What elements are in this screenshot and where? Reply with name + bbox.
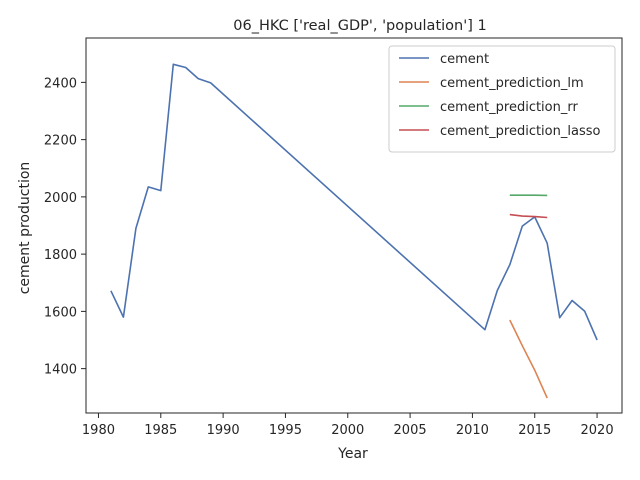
y-tick-label-2200: 2200 — [44, 134, 77, 149]
x-tick-label-2015: 2015 — [518, 423, 551, 438]
legend-entry-cement-prediction-lasso: cement_prediction_lasso — [440, 124, 600, 139]
y-tick-label-1800: 1800 — [44, 248, 77, 263]
y-tick-label-1600: 1600 — [44, 305, 77, 320]
x-tick-label-2005: 2005 — [394, 423, 427, 438]
legend: cement cement_prediction_lm cement_predict… — [388, 45, 616, 153]
y-tick-label-2000: 2000 — [44, 191, 77, 206]
series-line-cement-prediction-lasso — [509, 213, 548, 219]
series-line-cement — [110, 63, 598, 341]
series-line-cement-prediction-lm — [509, 319, 548, 399]
y-tick-label-1400: 1400 — [44, 363, 77, 378]
legend-box — [388, 45, 616, 153]
x-tick-label-1995: 1995 — [269, 423, 302, 438]
x-tick-label-1980: 1980 — [82, 423, 115, 438]
legend-entry-cement-prediction-rr: cement_prediction_rr — [440, 100, 578, 115]
x-tick-label-2000: 2000 — [331, 423, 364, 438]
plot-area: 1980 1985 1990 1995 2000 2005 2010 2015 2020 1400… — [44, 37, 623, 438]
x-tick-label-1985: 1985 — [144, 423, 177, 438]
chart-title: 06_HKC ['real_GDP', 'population'] 1 — [233, 18, 486, 34]
x-tick-label-2020: 2020 — [581, 423, 614, 438]
y-tick-label-2400: 2400 — [44, 76, 77, 91]
y-axis-label: cement production — [17, 162, 33, 295]
legend-entry-cement: cement — [440, 52, 489, 67]
plot-frame — [85, 37, 623, 414]
legend-entry-cement-prediction-lm: cement_prediction_lm — [440, 76, 584, 91]
x-tick-label-2010: 2010 — [456, 423, 489, 438]
x-tick-label-1990: 1990 — [207, 423, 240, 438]
x-axis-label: Year — [337, 446, 368, 462]
